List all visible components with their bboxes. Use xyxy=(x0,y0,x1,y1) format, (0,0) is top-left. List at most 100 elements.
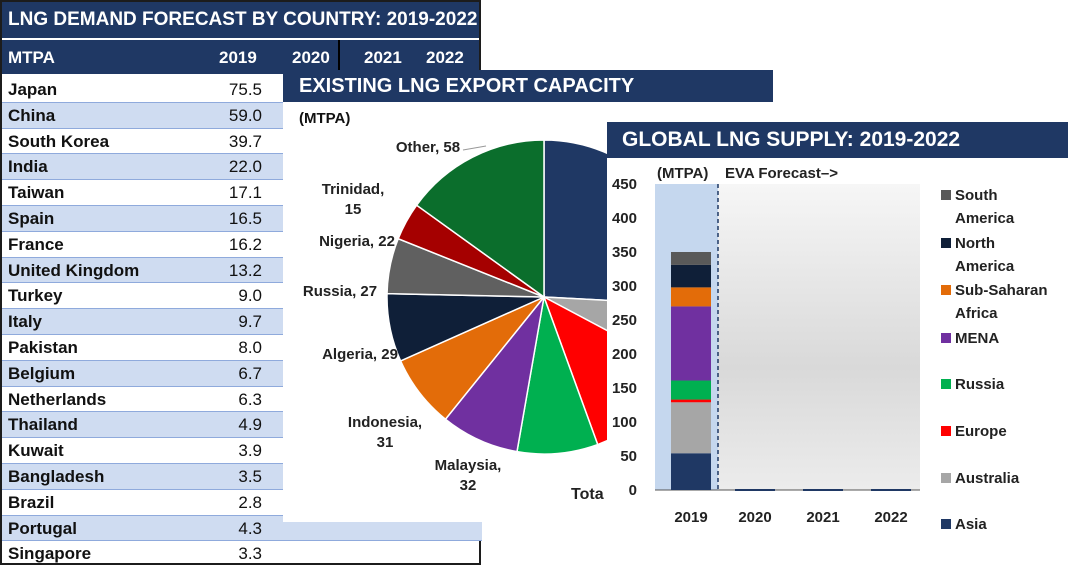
country-cell: Spain xyxy=(8,208,55,228)
country-cell: China xyxy=(8,105,56,125)
global-supply-panel: 0 50 100 150 200 250 300 350 400 450 (MTPA) EVA For… xyxy=(607,122,1068,565)
pie-slice-other xyxy=(415,139,545,299)
demand-table-header: MTPA 2019 2020 2021 2022 xyxy=(2,40,479,74)
table-row: Kuwait 3.9 xyxy=(2,438,482,464)
pie-label-malaysia: Malaysia, 32 xyxy=(434,457,502,494)
value-2019-cell: 6.7 xyxy=(238,363,262,383)
table-row: Netherlands 6.3 xyxy=(2,387,482,413)
value-2019-cell: 13.2 xyxy=(228,260,262,280)
demand-table-body: Japan 75.5 China 59.0 South Korea 39.7 India 22… xyxy=(2,77,482,565)
country-cell: Portugal xyxy=(8,518,77,538)
value-2019-cell: 4.3 xyxy=(238,518,262,538)
pie-label-cut-total: Tota xyxy=(571,486,604,503)
bar-segment-north-america xyxy=(671,264,711,288)
global-supply-chart: 0 50 100 150 200 250 300 350 400 450 (MTPA) EVA For… xyxy=(612,165,920,526)
country-cell: Brazil xyxy=(8,492,55,512)
value-2019-cell: 2.8 xyxy=(238,492,262,512)
value-2019-cell: 22.0 xyxy=(228,157,262,177)
y-tick-label: 150 xyxy=(612,380,637,397)
year-header-2019: 2019 xyxy=(219,48,257,67)
table-row: Pakistan 8.0 xyxy=(2,335,482,361)
bar-segment-sub-saharan-africa xyxy=(671,287,711,307)
bar-segment-europe xyxy=(671,399,711,403)
pie-label-trinidad: Trinidad, 15 xyxy=(321,181,385,218)
bar-segment-asia xyxy=(671,453,711,490)
legend-label: MENA xyxy=(955,330,1000,347)
y-tick-label: 0 xyxy=(629,482,637,499)
legend-swatch xyxy=(941,473,951,483)
table-row: Brazil 2.8 xyxy=(2,490,482,516)
bar-segment-mena xyxy=(671,306,711,381)
unit-column-header: MTPA xyxy=(8,48,55,67)
table-row: Taiwan 17.1 xyxy=(2,180,482,206)
forecast-label: EVA Forecast–> xyxy=(725,165,838,182)
y-tick-label: 450 xyxy=(612,176,637,193)
legend-label: Europe xyxy=(955,423,1007,440)
country-cell: Netherlands xyxy=(8,389,107,409)
y-tick-label: 250 xyxy=(612,312,637,329)
value-2019-cell: 9.0 xyxy=(238,286,262,306)
x-tick-label: 2019 xyxy=(674,509,707,526)
legend-label: Russia xyxy=(955,376,1005,393)
value-2019-cell: 3.9 xyxy=(238,441,262,461)
country-cell: Turkey xyxy=(8,286,63,306)
x-tick-label: 2021 xyxy=(806,509,839,526)
legend-swatch xyxy=(941,333,951,343)
export-capacity-pie xyxy=(386,139,702,455)
country-cell: India xyxy=(8,157,48,177)
value-2019-cell: 9.7 xyxy=(238,312,262,332)
legend-swatch xyxy=(941,379,951,389)
country-cell: Kuwait xyxy=(8,441,64,461)
value-2019-cell: 6.3 xyxy=(238,389,262,409)
legend-swatch xyxy=(941,519,951,529)
value-2019-cell: 17.1 xyxy=(228,183,262,203)
value-2019-cell: 75.5 xyxy=(228,80,262,99)
value-2019-cell: 3.3 xyxy=(238,544,262,564)
forecast-period-background xyxy=(718,184,920,490)
pie-label-indonesia: Indonesia, 31 xyxy=(347,414,423,451)
legend-swatch xyxy=(941,285,951,295)
demand-table-title: LNG DEMAND FORECAST BY COUNTRY: 2019-202… xyxy=(2,2,479,38)
y-axis-unit-label: (MTPA) xyxy=(657,165,708,182)
pie-label-algeria: Algeria, 29 xyxy=(322,346,398,363)
table-row: Singapore 3.3 xyxy=(2,541,482,565)
value-2019-cell: 16.2 xyxy=(228,234,262,254)
country-cell: France xyxy=(8,234,64,254)
x-tick-label: 2020 xyxy=(738,509,771,526)
value-2019-cell: 4.9 xyxy=(238,415,262,435)
country-cell: South Korea xyxy=(8,131,110,151)
value-2019-cell: 59.0 xyxy=(228,105,262,125)
table-row: Japan 75.5 xyxy=(2,77,482,103)
bar-segment-australia xyxy=(671,402,711,454)
value-2019-cell: 39.7 xyxy=(228,131,262,151)
legend-label: North America xyxy=(955,235,1015,275)
country-cell: Italy xyxy=(8,312,43,332)
value-2019-cell: 16.5 xyxy=(228,208,262,228)
pie-label-nigeria: Nigeria, 22 xyxy=(319,233,395,250)
header-divider xyxy=(338,40,340,74)
legend-swatch xyxy=(941,238,951,248)
country-cell: Singapore xyxy=(8,544,92,564)
country-cell: Bangladesh xyxy=(8,466,105,486)
y-tick-label: 350 xyxy=(612,244,637,261)
bar-segment-russia xyxy=(671,380,711,400)
country-cell: Thailand xyxy=(8,415,78,435)
legend-label: Asia xyxy=(955,516,987,533)
y-tick-label: 200 xyxy=(612,346,637,363)
y-tick-label: 400 xyxy=(612,210,637,227)
country-cell: Taiwan xyxy=(8,183,65,203)
export-capacity-unit: (MTPA) xyxy=(299,110,351,127)
legend-label: Australia xyxy=(955,470,1020,487)
value-2019-cell: 8.0 xyxy=(238,337,262,357)
value-2019-cell: 3.5 xyxy=(238,466,262,486)
country-cell: United Kingdom xyxy=(8,260,140,280)
table-row: Turkey 9.0 xyxy=(2,283,482,310)
legend-label: Sub-Saharan Africa xyxy=(955,282,1048,322)
table-row: South Korea 39.7 xyxy=(2,129,482,155)
pie-leader-line xyxy=(462,145,487,151)
pie-label-other: Other, 58 xyxy=(395,139,461,156)
x-tick-label: 2022 xyxy=(874,509,907,526)
global-supply-title: GLOBAL LNG SUPPLY: 2019-2022 xyxy=(607,122,1068,158)
country-cell: Pakistan xyxy=(8,337,78,357)
